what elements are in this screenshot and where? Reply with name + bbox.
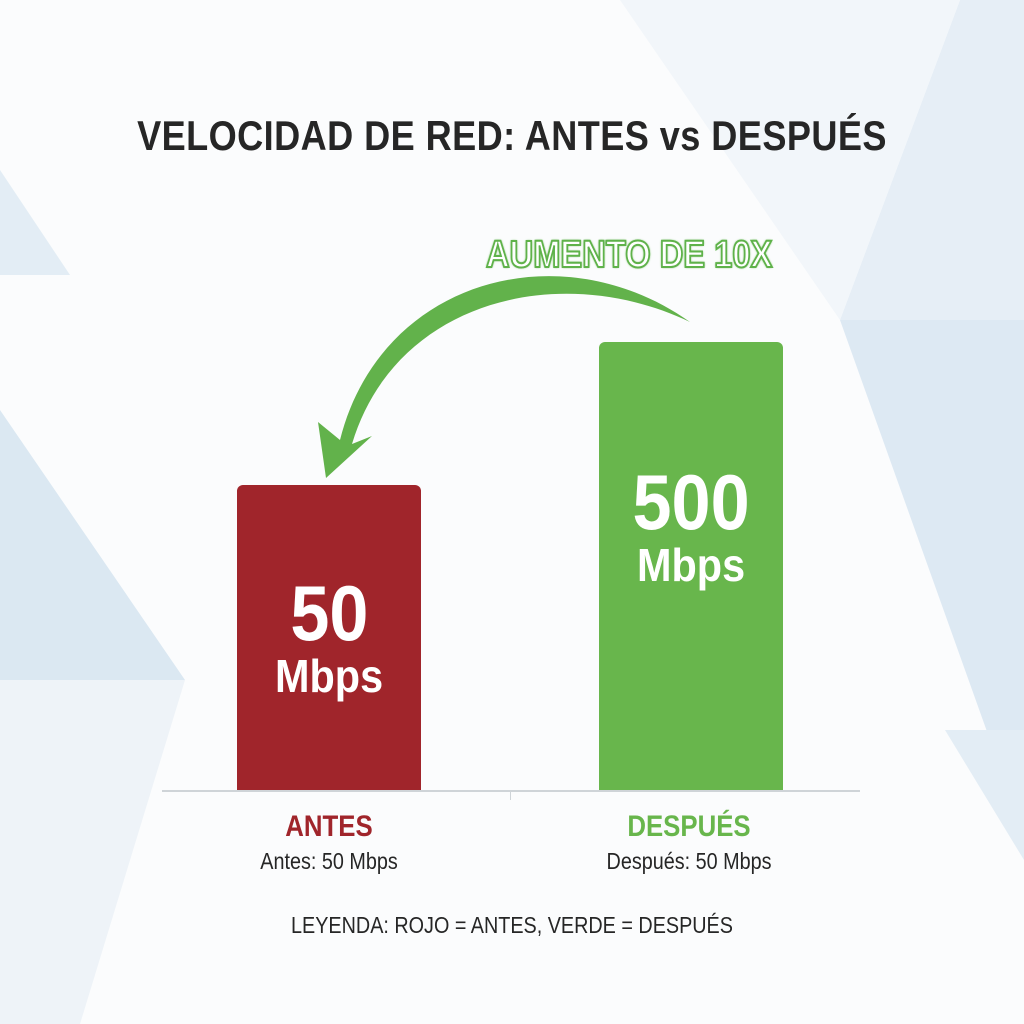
bar-value-label: 500 bbox=[632, 457, 750, 546]
legend: LEYENDA: ROJO = ANTES, VERDE = DESPUÉS bbox=[291, 912, 733, 938]
bar-unit-label: Mbps bbox=[274, 650, 384, 703]
bar-unit-label: Mbps bbox=[636, 538, 746, 591]
sublabel-despues: Después: 50 Mbps bbox=[606, 848, 772, 874]
category-label-antes: ANTES bbox=[285, 810, 373, 843]
bar-despues: 500 Mbps bbox=[599, 342, 783, 790]
sublabel-antes: Antes: 50 Mbps bbox=[260, 848, 398, 874]
x-axis-tick bbox=[510, 790, 511, 800]
increase-arrow bbox=[318, 276, 690, 478]
x-axis-line bbox=[162, 790, 860, 792]
annotation-label: AUMENTO DE 10X bbox=[485, 233, 773, 277]
bar-value-label: 50 bbox=[289, 569, 369, 658]
bar-antes: 50 Mbps bbox=[237, 485, 421, 790]
category-label-despues: DESPUÉS bbox=[627, 810, 751, 843]
chart-title: VELOCIDAD DE RED: ANTES vs DESPUÉS bbox=[137, 112, 887, 159]
